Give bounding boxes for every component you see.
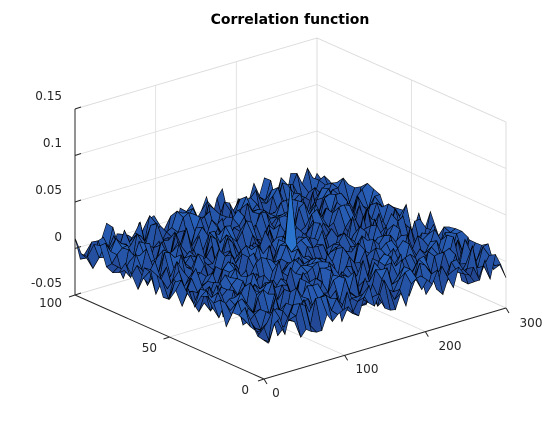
z-tick-label: 0.15 [35, 89, 62, 103]
x-axis-line [263, 307, 507, 380]
z-tick-label: 0 [54, 230, 62, 244]
x-tick-label: 0 [272, 386, 280, 400]
x-tick [505, 307, 510, 314]
x-tick [424, 331, 429, 337]
x-tick-label: 100 [356, 362, 379, 376]
z-tick [74, 199, 82, 203]
z-axis-ticks: -0.05 0 0.05 0.1 0.15 [31, 89, 62, 290]
x-tick [263, 378, 268, 385]
y-tick [257, 378, 265, 382]
z-tick [74, 106, 82, 110]
z-tick [74, 153, 82, 156]
y-tick-label: 0 [241, 383, 249, 397]
y-tick [68, 294, 76, 298]
y-tick-label: 100 [39, 296, 62, 310]
x-tick [344, 355, 349, 361]
chart-title: Correlation function [211, 12, 370, 28]
z-tick-label: -0.05 [31, 276, 62, 290]
z-gridline [74, 84, 507, 169]
z-tick-label: 0.1 [43, 136, 62, 150]
y-tick-label: 50 [142, 341, 157, 355]
axes [68, 106, 510, 385]
x-tick-label: 200 [439, 339, 462, 353]
z-tick [74, 246, 82, 249]
x-tick-label: 300 [520, 316, 543, 330]
y-axis-ticks: 0 50 100 [39, 296, 249, 397]
z-gridline [74, 37, 507, 123]
z-tick-label: 0.05 [35, 183, 62, 197]
y-tick [163, 336, 170, 340]
z-tick [74, 292, 82, 296]
surface-mesh [74, 167, 507, 345]
surface-patch [257, 326, 270, 343]
x-axis-ticks: 0 100 200 300 [272, 316, 542, 400]
